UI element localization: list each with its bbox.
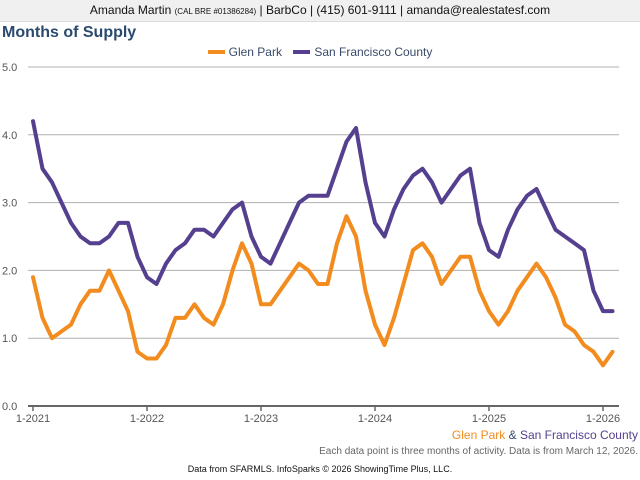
y-tick-label: 5.0 xyxy=(2,62,17,74)
agent-name: Amanda Martin xyxy=(89,3,172,17)
x-tick-label: 1-2021 xyxy=(16,413,50,425)
agent-contact-details: | BarbCo | (415) 601-9111 | amanda@reale… xyxy=(259,3,551,17)
san-francisco-county-line xyxy=(31,119,615,314)
y-tick-label: 4.0 xyxy=(2,130,17,142)
legend-item-glen-park[interactable]: Glen Park xyxy=(207,45,282,59)
chart-legend: Glen Park San Francisco County xyxy=(0,45,640,59)
x-tick-label: 1-2025 xyxy=(472,413,506,425)
glen-park-line xyxy=(31,214,615,368)
y-tick-label: 0.0 xyxy=(2,401,17,413)
x-tick-label: 1-2026 xyxy=(586,413,620,425)
data-source-footer: Data from SFARMLS. InfoSparks © 2026 Sho… xyxy=(187,464,453,474)
legend-label-glen-park: Glen Park xyxy=(228,45,282,59)
chart-title: Months of Supply xyxy=(2,24,137,41)
x-tick-label: 1-2022 xyxy=(130,413,164,425)
caption-ampersand: & xyxy=(505,428,520,442)
caption-glen-park: Glen Park xyxy=(451,428,506,442)
agent-contact-bar: Amanda Martin (CAL BRE #01386284) | Barb… xyxy=(0,0,640,22)
data-note: Each data point is three months of activ… xyxy=(319,446,638,457)
legend-swatch-glen-park xyxy=(207,49,225,54)
agent-license: (CAL BRE #01386284) xyxy=(174,7,257,16)
x-tick-label: 1-2023 xyxy=(244,413,278,425)
series-caption: Glen Park & San Francisco County xyxy=(452,428,638,442)
line-chart: 0.0 1.0 2.0 3.0 4.0 5.0 1-2021 1-2022 1-2023 1-20… xyxy=(2,62,620,425)
y-tick-label: 2.0 xyxy=(2,265,17,277)
legend-label-sf-county: San Francisco County xyxy=(314,45,433,59)
legend-swatch-sf-county xyxy=(293,49,311,54)
legend-item-sf-county[interactable]: San Francisco County xyxy=(293,45,432,59)
caption-sf-county: San Francisco County xyxy=(519,428,638,442)
x-tick-label: 1-2024 xyxy=(358,413,392,425)
y-tick-label: 3.0 xyxy=(2,198,17,210)
y-tick-label: 1.0 xyxy=(2,333,17,345)
